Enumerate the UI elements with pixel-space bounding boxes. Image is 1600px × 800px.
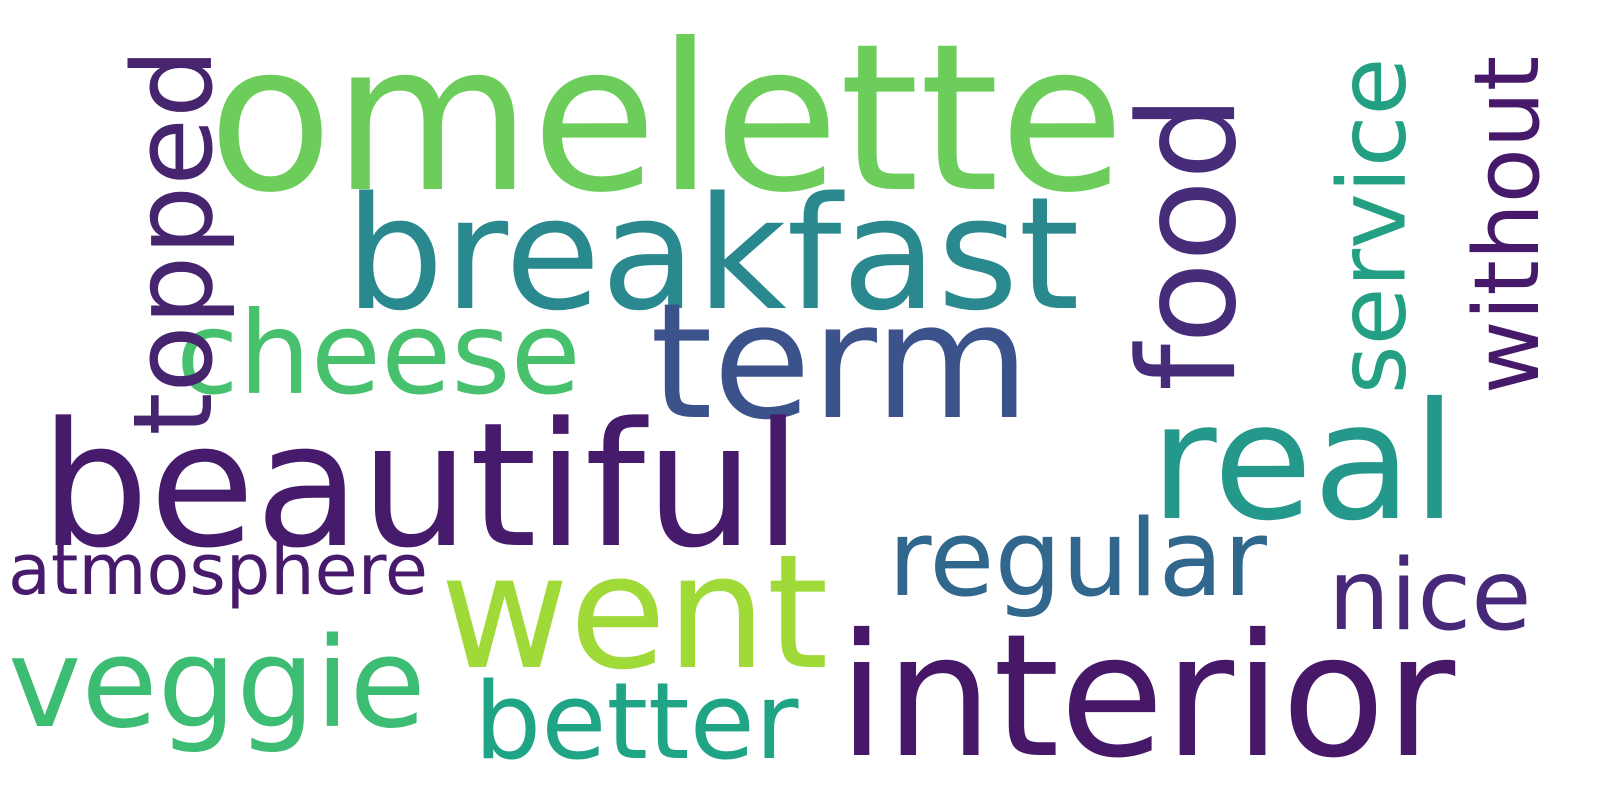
- word-real: real: [1150, 369, 1457, 557]
- word-regular: regular: [888, 497, 1267, 620]
- word-omelette: omelette: [208, 1, 1125, 238]
- word-nice: nice: [1328, 539, 1532, 653]
- word-breakfast: breakfast: [345, 163, 1080, 345]
- word-service: service: [1318, 57, 1428, 395]
- word-term: term: [650, 268, 1030, 455]
- word-beautiful: beautiful: [40, 385, 802, 586]
- word-better: better: [474, 660, 799, 783]
- word-cheese: cheese: [176, 287, 581, 420]
- word-veggie: veggie: [8, 612, 426, 756]
- word-interior: interior: [838, 598, 1456, 796]
- word-went: went: [440, 521, 829, 705]
- word-food: food: [1110, 94, 1267, 392]
- word-atmosphere: atmosphere: [8, 529, 428, 611]
- word-without: without: [1455, 55, 1561, 395]
- word-topped: topped: [108, 48, 237, 436]
